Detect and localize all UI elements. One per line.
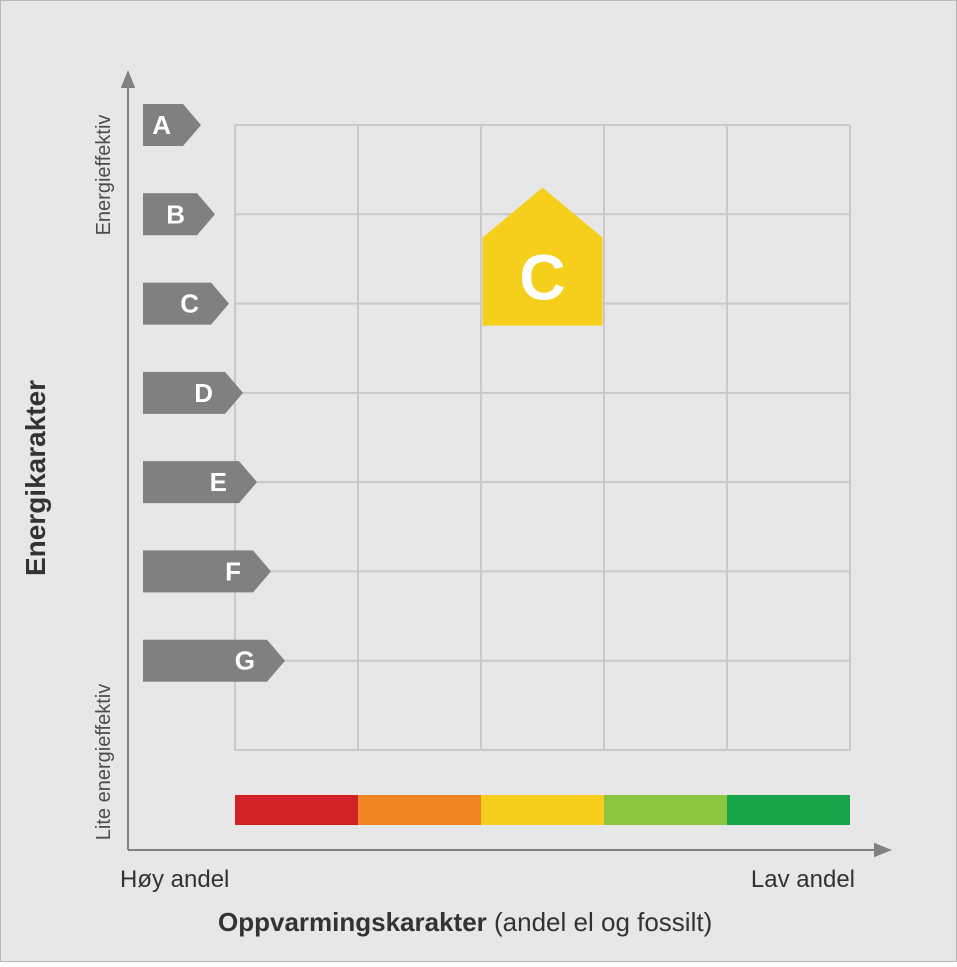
grade-label-d: D [194,378,213,408]
grade-label-g: G [235,646,255,676]
grade-label-a: A [152,110,171,140]
grade-arrow-d [143,372,243,414]
grade-arrow-e [143,461,257,503]
grade-label-f: F [225,556,241,586]
y-axis-label: Energikarakter [20,380,51,576]
y-axis-top-label: Energieffektiv [93,115,115,236]
chart-svg: A B C D E F G C Energikarakter Energieffektiv Lite… [0,0,957,962]
color-bar-segment [358,795,481,825]
color-bar-segment [727,795,850,825]
rating-house-letter: C [519,242,565,314]
grade-label-e: E [210,467,227,497]
grade-label-b: B [166,199,185,229]
x-axis-label: Oppvarmingskarakter (andel el og fossilt… [218,907,712,937]
grade-arrow-f [143,550,271,592]
color-bar-segment [481,795,604,825]
x-axis-right-label: Lav andel [751,866,855,893]
x-axis-left-label: Høy andel [120,866,229,893]
grade-label-c: C [180,289,199,319]
color-bar-segment [604,795,727,825]
color-bar-segment [235,795,358,825]
grade-arrow-g [143,640,285,682]
y-axis-bottom-label: Lite energieffektiv [93,684,115,840]
energy-label-chart: A B C D E F G C Energikarakter Energieffektiv Lite… [0,0,957,962]
